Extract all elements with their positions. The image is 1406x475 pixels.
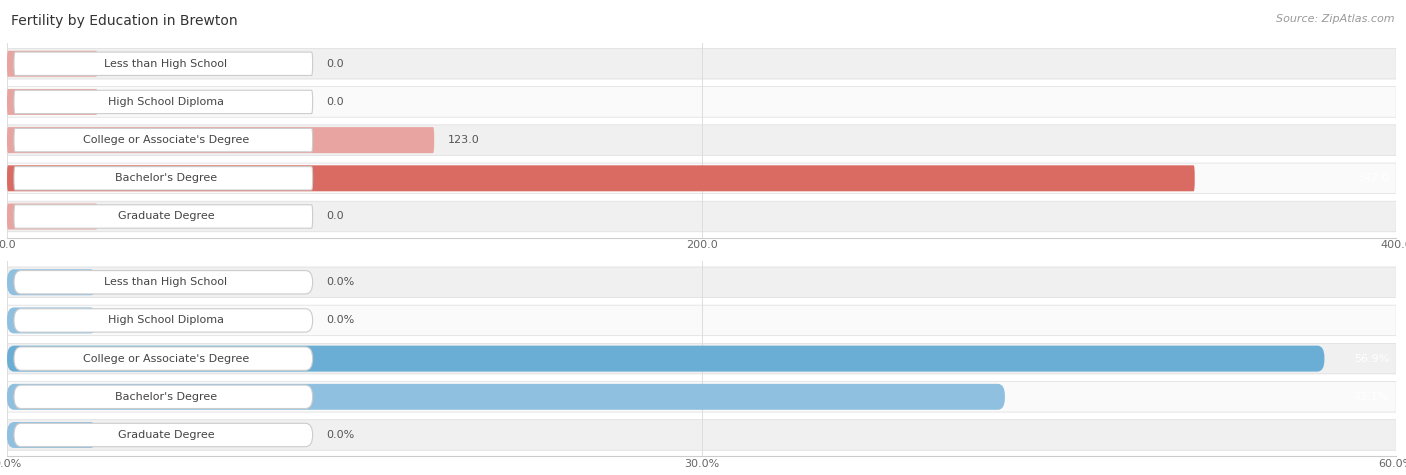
Text: 0.0: 0.0	[326, 59, 344, 69]
Text: 56.9%: 56.9%	[1354, 353, 1389, 364]
FancyBboxPatch shape	[7, 125, 1396, 155]
FancyBboxPatch shape	[14, 90, 312, 114]
FancyBboxPatch shape	[7, 203, 97, 229]
Text: Less than High School: Less than High School	[104, 277, 228, 287]
FancyBboxPatch shape	[14, 205, 312, 228]
FancyBboxPatch shape	[7, 381, 1396, 412]
Text: High School Diploma: High School Diploma	[108, 97, 224, 107]
FancyBboxPatch shape	[14, 423, 312, 446]
FancyBboxPatch shape	[7, 89, 97, 115]
FancyBboxPatch shape	[14, 271, 312, 294]
FancyBboxPatch shape	[7, 307, 97, 333]
Text: College or Associate's Degree: College or Associate's Degree	[83, 353, 249, 364]
FancyBboxPatch shape	[7, 269, 97, 295]
FancyBboxPatch shape	[14, 128, 312, 152]
FancyBboxPatch shape	[7, 343, 1396, 374]
FancyBboxPatch shape	[7, 422, 97, 448]
FancyBboxPatch shape	[7, 51, 97, 77]
FancyBboxPatch shape	[7, 384, 1005, 410]
Text: 0.0%: 0.0%	[326, 315, 354, 325]
Text: College or Associate's Degree: College or Associate's Degree	[83, 135, 249, 145]
FancyBboxPatch shape	[14, 309, 312, 332]
FancyBboxPatch shape	[7, 165, 1195, 191]
Text: Bachelor's Degree: Bachelor's Degree	[115, 392, 217, 402]
FancyBboxPatch shape	[7, 201, 1396, 232]
FancyBboxPatch shape	[7, 346, 1324, 371]
Text: Source: ZipAtlas.com: Source: ZipAtlas.com	[1277, 14, 1395, 24]
FancyBboxPatch shape	[14, 52, 312, 76]
Text: 342.0: 342.0	[1357, 173, 1389, 183]
FancyBboxPatch shape	[7, 420, 1396, 450]
FancyBboxPatch shape	[14, 347, 312, 370]
Text: 43.1%: 43.1%	[1354, 392, 1389, 402]
FancyBboxPatch shape	[14, 385, 312, 408]
Text: Fertility by Education in Brewton: Fertility by Education in Brewton	[11, 14, 238, 28]
Text: Bachelor's Degree: Bachelor's Degree	[115, 173, 217, 183]
Text: 0.0: 0.0	[326, 211, 344, 221]
Text: Graduate Degree: Graduate Degree	[118, 430, 214, 440]
FancyBboxPatch shape	[7, 163, 1396, 194]
Text: Less than High School: Less than High School	[104, 59, 228, 69]
Text: 123.0: 123.0	[449, 135, 479, 145]
FancyBboxPatch shape	[14, 167, 312, 190]
Text: Graduate Degree: Graduate Degree	[118, 211, 214, 221]
Text: 0.0%: 0.0%	[326, 430, 354, 440]
FancyBboxPatch shape	[7, 267, 1396, 297]
FancyBboxPatch shape	[7, 305, 1396, 336]
Text: 0.0: 0.0	[326, 97, 344, 107]
FancyBboxPatch shape	[7, 86, 1396, 117]
Text: High School Diploma: High School Diploma	[108, 315, 224, 325]
FancyBboxPatch shape	[7, 127, 434, 153]
Text: 0.0%: 0.0%	[326, 277, 354, 287]
FancyBboxPatch shape	[7, 48, 1396, 79]
